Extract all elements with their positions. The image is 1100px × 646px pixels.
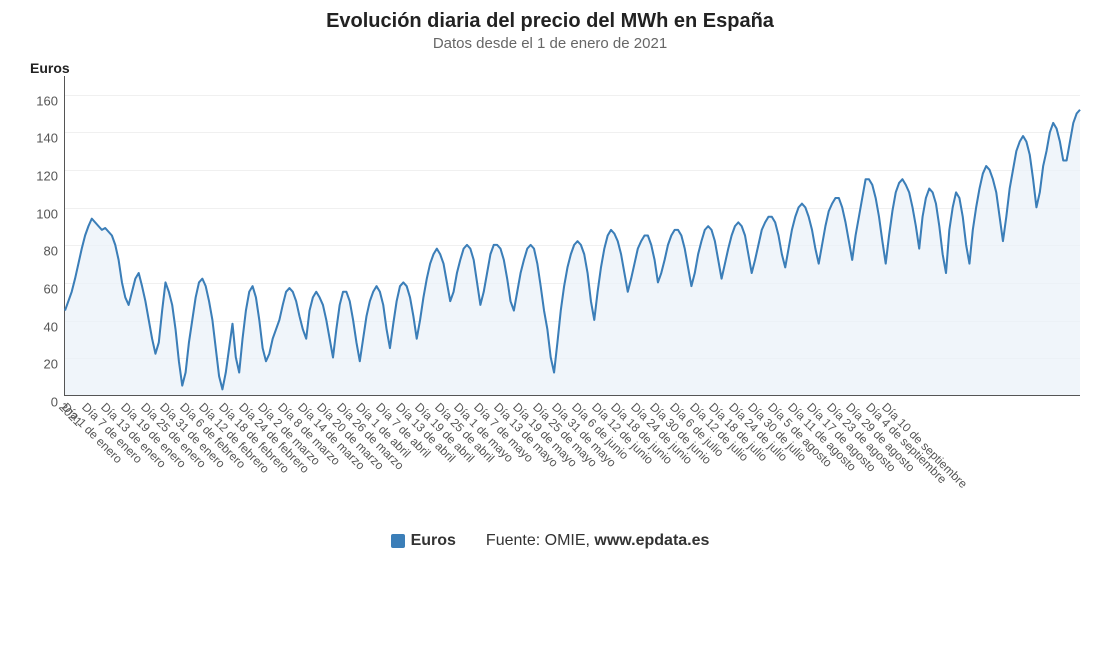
y-tick-label: 120: [36, 170, 58, 183]
plot-area: [64, 76, 1080, 396]
plot-row: 020406080100120140160: [20, 76, 1080, 396]
source-site: www.epdata.es: [594, 532, 709, 549]
y-tick-label: 160: [36, 94, 58, 107]
chart-container: Evolución diaria del precio del MWh en E…: [0, 0, 1100, 646]
source-text: Fuente: OMIE, www.epdata.es: [486, 532, 709, 550]
y-axis-unit-label: Euros: [30, 60, 1080, 76]
source-prefix: Fuente: OMIE,: [486, 532, 594, 549]
legend-item: Euros: [391, 532, 456, 550]
y-tick-label: 0: [51, 396, 58, 409]
line-chart-svg: [65, 76, 1080, 395]
chart-subtitle: Datos desde el 1 de enero de 2021: [20, 35, 1080, 52]
y-tick-label: 140: [36, 132, 58, 145]
y-tick-label: 20: [44, 358, 58, 371]
chart-title: Evolución diaria del precio del MWh en E…: [20, 10, 1080, 33]
y-tick-label: 80: [44, 245, 58, 258]
chart-footer: Euros Fuente: OMIE, www.epdata.es: [20, 526, 1080, 560]
legend-label: Euros: [411, 532, 456, 550]
x-axis-labels: 2021Día 1 de eneroDía 7 de eneroDía 13 d…: [70, 396, 1060, 526]
y-tick-label: 60: [44, 283, 58, 296]
legend-swatch: [391, 534, 405, 548]
y-tick-label: 100: [36, 207, 58, 220]
y-axis: 020406080100120140160: [20, 76, 64, 396]
y-tick-label: 40: [44, 320, 58, 333]
